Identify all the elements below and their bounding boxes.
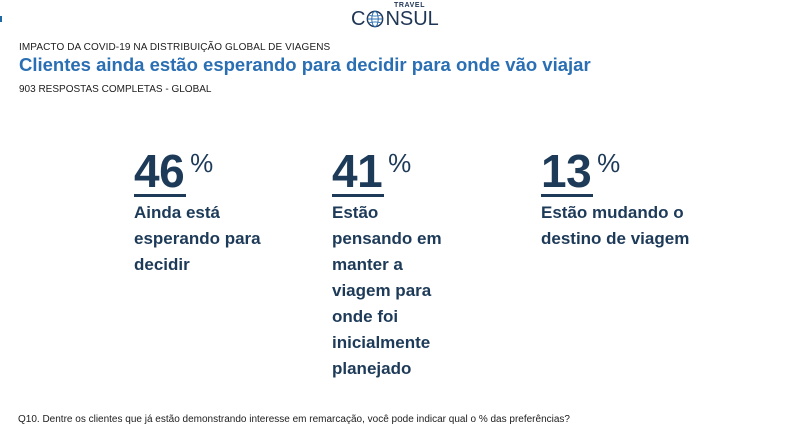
page-title: Clientes ainda estão esperando para deci… <box>19 54 591 75</box>
stat-percent-sign: % <box>597 148 621 178</box>
stat-waiting: 46 % Ainda está esperando para decidir <box>134 148 264 278</box>
stat-figure: 41 % <box>332 148 462 198</box>
travel-consul-logo: TRAVEL C NSUL <box>348 2 444 34</box>
logo-letter-c: C <box>351 8 366 30</box>
stat-percent-sign: % <box>190 148 214 178</box>
stat-value: 46 <box>134 145 187 197</box>
logo-small-text: TRAVEL <box>394 2 426 9</box>
stat-percent-sign: % <box>388 148 412 178</box>
logo-wordmark: C NSUL <box>351 9 439 29</box>
stat-figure: 13 % <box>541 148 691 198</box>
report-kicker: IMPACTO DA COVID-19 NA DISTRIBUIÇÃO GLOB… <box>19 42 331 53</box>
stat-figure: 46 % <box>134 148 264 198</box>
edge-marker <box>0 16 2 22</box>
globe-icon <box>367 10 384 28</box>
stat-label: Ainda está esperando para decidir <box>134 203 261 274</box>
stat-keeping-trip: 41 % Estão pensando em manter a viagem p… <box>332 148 462 382</box>
stat-label: Estão pensando em manter a viagem para o… <box>332 203 442 378</box>
stat-value: 13 <box>541 145 594 197</box>
logo-letters-nsul: NSUL <box>385 8 439 30</box>
stat-label: Estão mudando o destino de viagem <box>541 203 690 248</box>
stat-changing-destination: 13 % Estão mudando o destino de viagem <box>541 148 691 252</box>
survey-question-footnote: Q10. Dentre os clientes que já estão dem… <box>18 414 570 425</box>
responses-subhead: 903 RESPOSTAS COMPLETAS - GLOBAL <box>19 84 212 95</box>
stat-value: 41 <box>332 145 385 197</box>
